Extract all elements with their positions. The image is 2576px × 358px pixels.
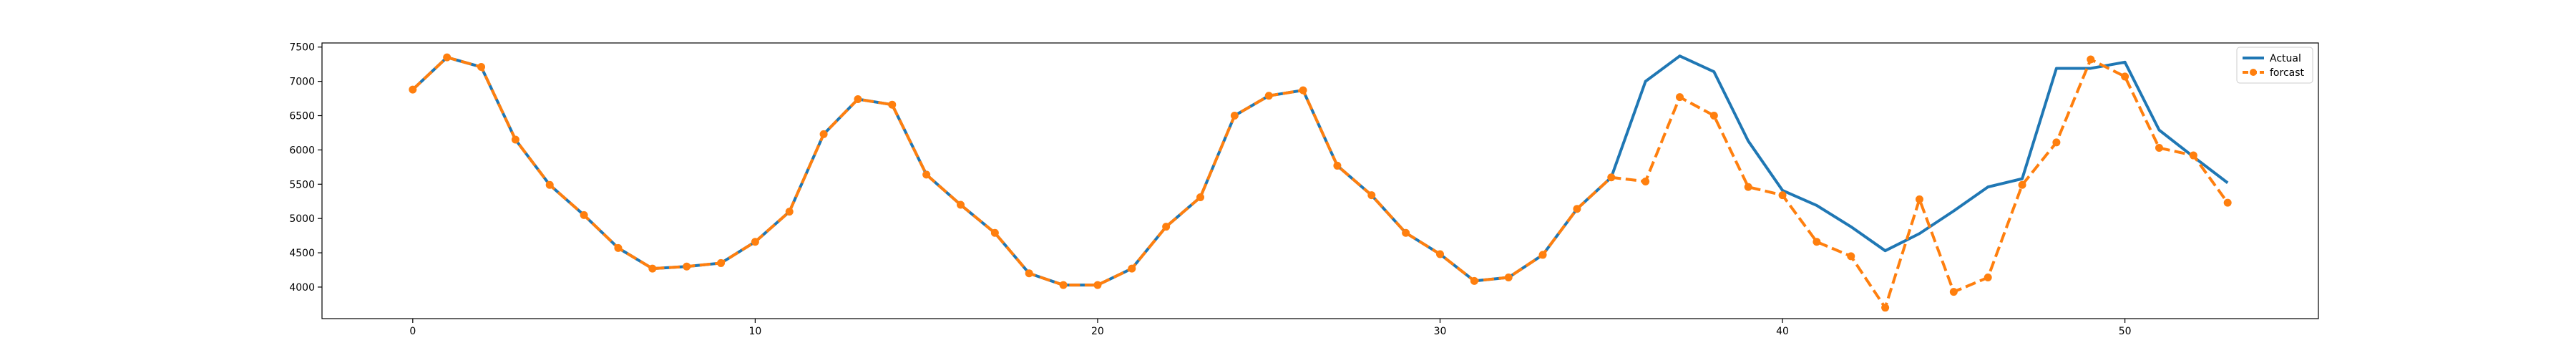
data-point [1299, 86, 1307, 95]
data-point [1025, 269, 1033, 278]
series-line-1 [411, 56, 2229, 309]
x-tick-label: 30 [1434, 326, 1447, 337]
y-tick-label: 4500 [289, 248, 315, 259]
data-point [648, 264, 657, 273]
data-point [2223, 198, 2232, 207]
data-point [477, 63, 486, 72]
data-point [819, 130, 828, 138]
data-point [545, 180, 554, 189]
data-point [1744, 183, 1752, 191]
legend-label: Actual [2270, 53, 2301, 64]
x-tick-label: 40 [1776, 326, 1789, 337]
data-point [614, 243, 623, 252]
y-tick-label: 6500 [289, 111, 315, 122]
data-point [409, 85, 417, 94]
data-point [785, 208, 794, 216]
data-point [1573, 205, 1581, 213]
y-tick-label: 7000 [289, 77, 315, 88]
x-tick-label: 0 [409, 326, 416, 337]
data-point [1881, 304, 1890, 312]
data-point [1367, 191, 1376, 200]
data-point [990, 228, 999, 237]
data-point [1128, 264, 1136, 273]
y-tick-label: 5500 [289, 179, 315, 190]
legend: Actual forcast [2236, 47, 2313, 84]
data-point [511, 135, 519, 144]
data-point [1813, 238, 1821, 246]
data-point [854, 95, 862, 104]
data-point [2189, 151, 2197, 160]
series-1 [409, 53, 2232, 312]
legend-swatch-marker [2250, 69, 2257, 76]
data-point [1538, 251, 1547, 259]
axes-layer: 0 10 20 30 40 50 4000 4500 5000 5500 6000 6500 7000 7… [289, 42, 2319, 337]
data-point [751, 238, 759, 246]
data-point [2018, 180, 2026, 189]
data-point [1264, 92, 1273, 100]
data-point [1504, 274, 1513, 282]
data-point [443, 53, 452, 62]
data-point [1162, 223, 1171, 231]
y-tick-label: 6000 [289, 145, 315, 156]
data-point [1641, 177, 1650, 185]
x-tick-label: 20 [1091, 326, 1104, 337]
data-point [1196, 193, 1204, 201]
data-point [1984, 274, 1992, 282]
data-point [1333, 161, 1342, 170]
series-layer [409, 53, 2232, 312]
data-point [1230, 112, 1239, 120]
data-point [1847, 252, 1855, 261]
y-tick-label: 5000 [289, 213, 315, 225]
data-point [1059, 281, 1068, 289]
data-point [1778, 191, 1787, 200]
y-tick-label: 7500 [289, 42, 315, 54]
data-point [1402, 228, 1410, 237]
data-point [1675, 93, 1684, 102]
x-tick-label: 10 [748, 326, 761, 337]
axes-frame [321, 42, 2319, 319]
legend-label: forcast [2270, 67, 2305, 79]
data-point [1470, 276, 1478, 285]
x-tick-label: 50 [2119, 326, 2132, 337]
data-point [1949, 288, 1958, 296]
data-point [1093, 281, 1102, 289]
data-point [1607, 173, 1616, 182]
data-point [2087, 55, 2095, 64]
y-tick-label: 4000 [289, 282, 315, 294]
data-point [2155, 144, 2163, 153]
data-point [2121, 72, 2129, 81]
data-point [957, 200, 965, 209]
data-point [922, 170, 931, 179]
plot-background [322, 43, 2318, 319]
data-point [2052, 138, 2061, 147]
data-point [717, 258, 726, 267]
data-point [1436, 250, 1444, 258]
data-point [580, 211, 588, 219]
data-point [1709, 112, 1718, 120]
data-point [888, 100, 897, 109]
data-point [683, 262, 691, 271]
data-point [1915, 195, 1923, 203]
